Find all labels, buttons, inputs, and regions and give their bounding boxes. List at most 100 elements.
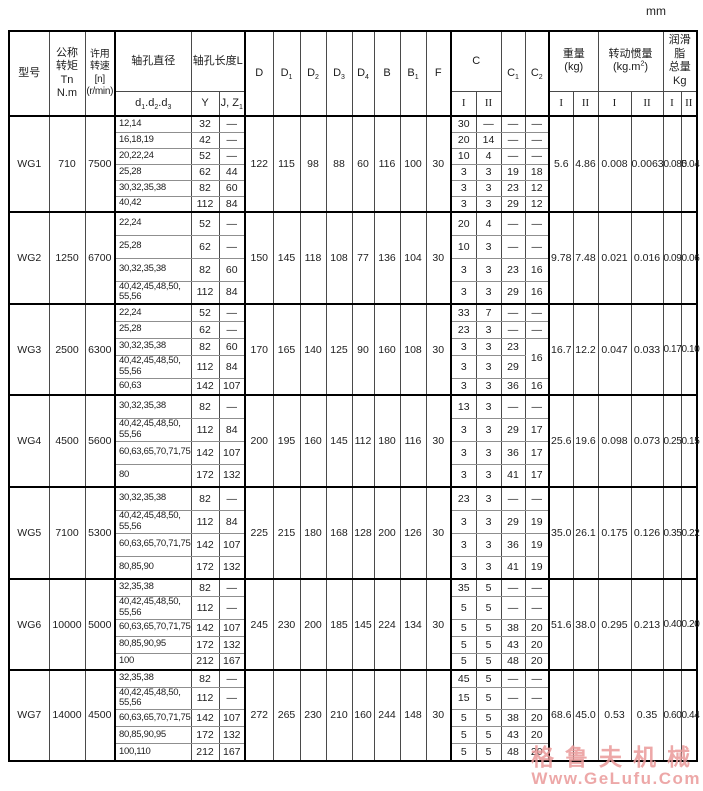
f-cell: 30 [425, 486, 452, 580]
spec-row-wg1-5: 30,32,35,38 82 60 3 3 23 12 [9, 179, 697, 197]
header-c2: C2 [524, 30, 551, 117]
header-b: B [373, 30, 401, 117]
c1-cell: 48 [500, 743, 526, 762]
header-d4: D4 [351, 30, 375, 117]
d2-cell: 160 [299, 394, 327, 488]
c1-cell: 43 [500, 726, 526, 745]
c-ii-cell: 4 [475, 147, 502, 165]
spec-row-wg3-5: 60,63 142 107 3 3 36 16 [9, 377, 697, 396]
speed-cell: 7500 [84, 115, 116, 213]
length-jz-cell: — [218, 669, 246, 688]
c-i-cell: 3 [450, 555, 477, 580]
d-cell: 150 [244, 210, 274, 305]
c1-cell: 36 [500, 377, 526, 396]
header-length-y: Y [190, 90, 220, 117]
d2-cell: 140 [299, 303, 327, 396]
grease-ii-cell: 0.44 [680, 669, 700, 762]
c1-cell: 36 [500, 440, 526, 465]
c1-cell: — [500, 303, 526, 322]
d2-cell: 200 [299, 578, 327, 671]
c1-cell: — [500, 595, 526, 620]
c-ii-cell: 7 [475, 303, 502, 322]
c-ii-cell: 3 [475, 257, 502, 282]
speed-cell: 5300 [84, 486, 116, 580]
c2-cell: — [524, 669, 551, 688]
watermark-url-text: Www.GeLufu.Com [531, 769, 701, 789]
spec-row-wg6-4: 80,85,90,95 172 132 5 5 43 20 [9, 635, 697, 654]
bore-diameters-cell: 60,63,65,70,71,75 [114, 532, 192, 557]
bore-diameters-cell: 32,35,38 [114, 578, 192, 597]
grease-i-cell: 0.09 [662, 210, 682, 305]
c2-cell: 18 [524, 163, 551, 181]
d4-cell: 128 [351, 486, 375, 580]
weight-i-cell: 51.6 [548, 578, 574, 671]
weight-ii-cell: 7.48 [572, 210, 599, 305]
c1-cell: 23 [500, 179, 526, 197]
length-y-cell: 172 [190, 555, 220, 580]
inertia-i-cell: 0.098 [597, 394, 632, 488]
c2-cell: 20 [524, 618, 551, 637]
c-ii-cell: 3 [475, 509, 502, 534]
c1-cell: 23 [500, 257, 526, 282]
spec-row-wg3-3: 30,32,35,38 82 60 3 3 23 16 [9, 337, 697, 379]
b-cell: 244 [373, 669, 401, 762]
c2-cell: — [524, 394, 551, 419]
c2-cell: 19 [524, 555, 551, 580]
length-jz-cell: — [218, 131, 246, 149]
weight-i-cell: 5.6 [548, 115, 574, 213]
c2-cell: — [524, 578, 551, 597]
c1-cell: 29 [500, 354, 526, 379]
c-ii-cell: 3 [475, 195, 502, 213]
model-cell: WG2 [8, 210, 50, 305]
c2-cell: 16 [524, 377, 551, 396]
c-i-cell: 3 [450, 440, 477, 465]
length-jz-cell: 132 [218, 555, 246, 580]
b1-cell: 104 [399, 210, 427, 305]
d2-cell: 230 [299, 669, 327, 762]
torque-cell: 4500 [48, 394, 86, 488]
d1-cell: 230 [272, 578, 301, 671]
d2-cell: 180 [299, 486, 327, 580]
length-y-cell: 32 [190, 115, 220, 133]
c1-cell: — [500, 686, 526, 711]
header-bore-diameter-sub: d1.d2.d3 [114, 90, 192, 117]
c-i-cell: 15 [450, 686, 477, 711]
d-cell: 225 [244, 486, 274, 580]
speed-cell: 4500 [84, 669, 116, 762]
bore-diameters-cell: 32,35,38 [114, 669, 192, 688]
weight-i-cell: 25.6 [548, 394, 574, 488]
bore-diameters-cell: 30,32,35,38 [114, 394, 192, 419]
length-jz-cell: 107 [218, 377, 246, 396]
c2-cell: — [524, 486, 551, 511]
spec-table: 型号 公称 转矩 Tn N.m 许用 转速 [n] (r/min) 轴孔直径 轴… [8, 30, 700, 762]
length-jz-cell: — [218, 394, 246, 419]
c2-cell: 20 [524, 726, 551, 745]
length-jz-cell: 60 [218, 179, 246, 197]
d-cell: 122 [244, 115, 274, 213]
inertia-ii-cell: 0.35 [630, 669, 664, 762]
length-jz-cell: 84 [218, 509, 246, 534]
header-bore-diameter: 轴孔直径 [114, 30, 192, 92]
c-i-cell: 10 [450, 147, 477, 165]
d-cell: 245 [244, 578, 274, 671]
torque-cell: 10000 [48, 578, 86, 671]
c-ii-cell: 5 [475, 669, 502, 688]
f-cell: 30 [425, 303, 452, 396]
spec-table-header: 型号 公称 转矩 Tn N.m 许用 转速 [n] (r/min) 轴孔直径 轴… [8, 30, 698, 117]
d4-cell: 112 [351, 394, 375, 488]
header-inertia-ii: II [630, 90, 664, 117]
c-ii-cell: 5 [475, 652, 502, 671]
grease-ii-cell: 0.20 [680, 578, 700, 671]
spec-table-body: WG1 710 7500 12,14 32—122 115 98 88 60 116 100 30 30… [8, 115, 700, 762]
weight-i-cell: 35.0 [548, 486, 574, 580]
c-ii-cell: 3 [475, 486, 502, 511]
c-ii-cell: — [475, 115, 502, 133]
length-y-cell: 52 [190, 303, 220, 322]
inertia-i-cell: 0.021 [597, 210, 632, 305]
spec-row-wg2-1: WG2 1250 6700 22,24 52—150 145 118 108 77 136 104 3… [8, 210, 700, 305]
spec-row-wg4-1: WG4 4500 5600 30,32,35,38 82—200 195 160 145 112… [8, 394, 700, 488]
bore-diameters-cell: 60,63,65,70,71,75 [114, 440, 192, 465]
weight-ii-cell: 4.86 [572, 115, 599, 213]
c1-cell: 38 [500, 618, 526, 637]
grease-i-cell: 0.085 [662, 115, 687, 213]
